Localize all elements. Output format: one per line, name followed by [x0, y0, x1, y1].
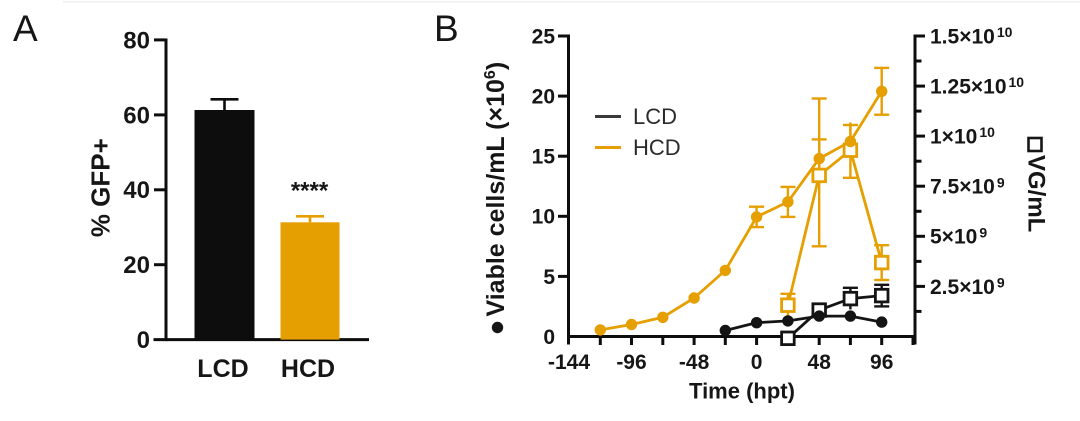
- svg-text:80: 80: [123, 27, 150, 54]
- svg-text:60: 60: [123, 102, 150, 129]
- svg-text:10: 10: [532, 206, 555, 229]
- svg-text:VG/mL: VG/mL: [1023, 155, 1050, 232]
- svg-text:Viable cells/mL (×106): Viable cells/mL (×106): [482, 62, 510, 317]
- svg-text:% GFP+: % GFP+: [86, 138, 116, 237]
- svg-text:7.5×109: 7.5×10 9: [930, 174, 1005, 198]
- svg-text:B: B: [434, 8, 459, 49]
- svg-text:0: 0: [543, 326, 555, 349]
- svg-text:20: 20: [532, 85, 555, 108]
- svg-text:0: 0: [137, 327, 150, 354]
- svg-text:-144: -144: [548, 351, 590, 374]
- svg-text:LCD: LCD: [197, 355, 248, 383]
- svg-text:5: 5: [543, 266, 555, 289]
- svg-text:96: 96: [870, 351, 893, 374]
- svg-text:A: A: [13, 8, 38, 49]
- svg-text:5×109: 5×10 9: [930, 224, 987, 248]
- svg-text:15: 15: [532, 146, 556, 169]
- svg-text:2.5×109: 2.5×10 9: [930, 274, 1005, 298]
- svg-text:HCD: HCD: [281, 355, 335, 383]
- svg-text:0: 0: [751, 351, 763, 374]
- svg-text:40: 40: [123, 177, 150, 204]
- svg-text:-96: -96: [616, 351, 646, 374]
- svg-text:20: 20: [123, 252, 150, 279]
- svg-text:Time (hpt): Time (hpt): [689, 379, 795, 404]
- svg-text:****: ****: [291, 178, 329, 205]
- svg-text:-48: -48: [679, 351, 710, 374]
- svg-text:48: 48: [808, 351, 832, 374]
- svg-text:LCD: LCD: [633, 104, 677, 129]
- svg-text:25: 25: [532, 25, 556, 48]
- svg-text:HCD: HCD: [633, 135, 681, 160]
